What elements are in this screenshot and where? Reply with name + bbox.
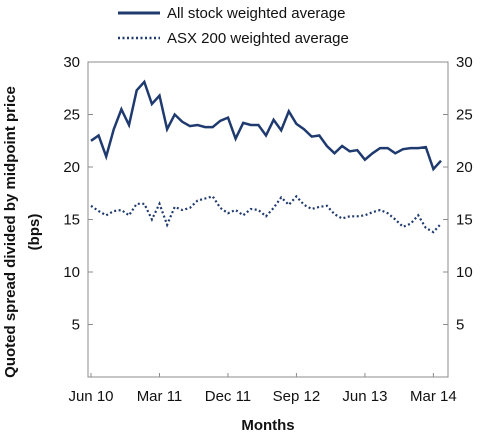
y-tick-label-left: 5 — [72, 317, 80, 334]
y-tick-label-left: 10 — [63, 264, 80, 281]
y-tick-label-left: 30 — [63, 54, 80, 71]
series-group — [90, 79, 442, 234]
legend-label-all-stock: All stock weighted average — [167, 5, 345, 22]
series-line-asx200 — [90, 194, 442, 234]
y-axis-right: 5 10 15 20 25 30 — [443, 54, 473, 334]
x-tick-label: Jun 13 — [342, 388, 387, 405]
x-tick-label: Mar 14 — [410, 388, 457, 405]
y-axis-title: Quoted spread divided by midpoint price — [2, 86, 19, 378]
x-tick-label: Sep 12 — [273, 388, 321, 405]
x-tick-label: Jun 10 — [68, 388, 113, 405]
y-axis-title-unit: (bps) — [26, 214, 43, 251]
y-tick-label-right: 30 — [456, 54, 473, 71]
x-tick-label: Dec 11 — [205, 388, 251, 405]
y-tick-label-right: 20 — [456, 159, 473, 176]
legend: All stock weighted average ASX 200 weigh… — [118, 5, 349, 47]
y-tick-label-right: 15 — [456, 212, 473, 229]
x-axis-title: Months — [241, 417, 294, 434]
legend-label-asx200: ASX 200 weighted average — [167, 30, 349, 47]
series-line-all-stock — [90, 79, 442, 172]
y-axis-left: 5 10 15 20 25 30 — [63, 54, 93, 334]
y-tick-label-left: 15 — [63, 212, 80, 229]
x-tick-label: Mar 11 — [137, 388, 183, 405]
x-axis: Jun 10 Mar 11 Dec 11 Sep 12 Jun 13 Mar 14 — [68, 373, 457, 405]
y-tick-label-right: 10 — [456, 264, 473, 281]
y-tick-label-left: 25 — [63, 107, 80, 124]
y-tick-label-right: 25 — [456, 107, 473, 124]
y-tick-label-right: 5 — [456, 317, 464, 334]
y-tick-label-left: 20 — [63, 159, 80, 176]
